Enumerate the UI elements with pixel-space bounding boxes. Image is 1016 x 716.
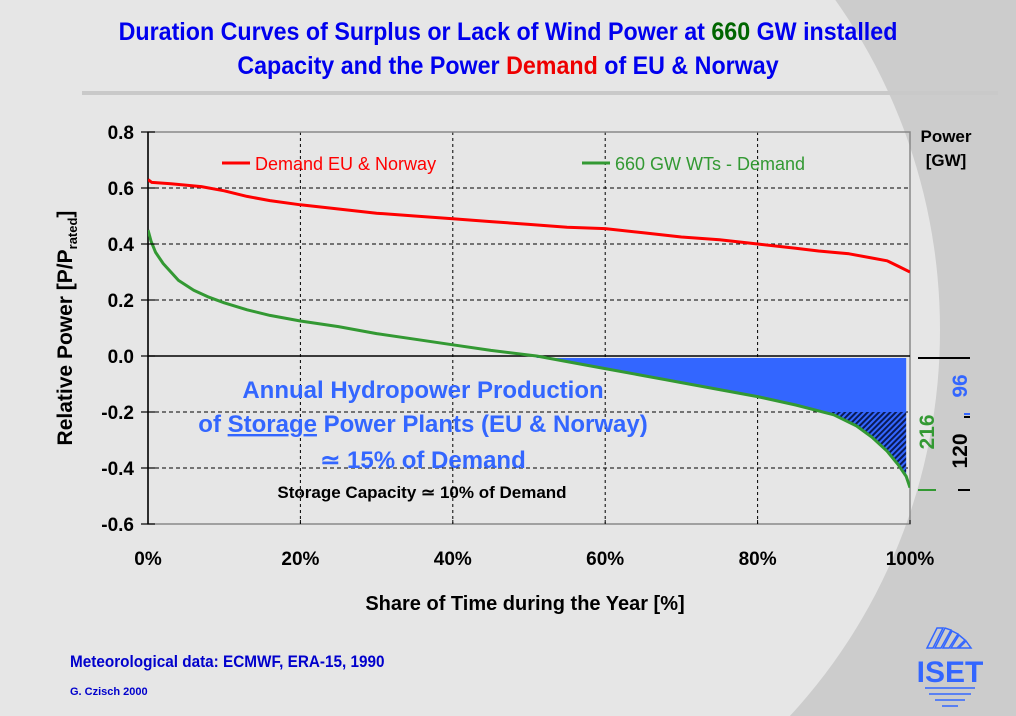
- right-axis-title-line2: [GW]: [926, 151, 967, 170]
- y-axis-label: Relative Power [P/Prated]: [54, 211, 80, 446]
- logo-top-stripes-icon: [925, 627, 973, 649]
- area-fills: [536, 356, 907, 477]
- storage-deficit-hatched-area: [826, 412, 907, 477]
- bracket-label-120: 120: [949, 433, 972, 468]
- bracket-label-216: 216: [916, 414, 939, 449]
- axes: [147, 131, 911, 525]
- annotation-hydro-line3: ≃ 15% of Demand: [320, 447, 526, 474]
- author-note: G. Czisch 2000: [70, 686, 148, 698]
- title-divider: [82, 91, 998, 95]
- series-line-demand: [148, 178, 910, 274]
- background-left: [0, 0, 600, 716]
- source-note: Meteorological data: ECMWF, ERA-15, 1990: [70, 652, 385, 671]
- series-lines: [148, 178, 910, 489]
- title-line-1: Duration Curves of Surplus or Lack of Wi…: [36, 17, 981, 47]
- x-axis-label: Share of Time during the Year [%]: [365, 593, 684, 615]
- x-tick-label: 20%: [281, 549, 319, 570]
- x-tick-label: 100%: [886, 549, 935, 570]
- annotation-hydro-line2: of Storage Power Plants (EU & Norway): [198, 411, 647, 438]
- y-tick-label: -0.6: [101, 515, 134, 536]
- legend-label-wind: 660 GW WTs - Demand: [615, 154, 805, 174]
- y-tick-label: 0.0: [108, 347, 134, 368]
- annotation-hydro-line1: Annual Hydropower Production: [242, 377, 603, 404]
- iset-logo: ISET: [917, 627, 984, 707]
- y-tick-label: 0.2: [108, 291, 134, 312]
- bracket-label-96: 96: [949, 374, 972, 397]
- grid-lines: [148, 132, 910, 524]
- y-tick-label: -0.4: [101, 459, 134, 480]
- y-tick-label: -0.2: [101, 403, 134, 424]
- series-line-wind-minus-demand: [148, 229, 910, 489]
- x-tick-label: 80%: [739, 549, 777, 570]
- title-line-2: Capacity and the Power Demand of EU & No…: [36, 51, 981, 81]
- x-tick-label: 0%: [134, 549, 162, 570]
- annotation-storage-capacity: Storage Capacity ≃ 10% of Demand: [277, 483, 566, 502]
- plot-frame: [147, 131, 911, 525]
- tick-labels: 0.8 0.6 0.4 0.2 0.0 -0.2 -0.4 -0.60% 20% 40% 60% 80…: [101, 123, 934, 570]
- title-line-2-part: Capacity and the Power: [237, 52, 507, 80]
- x-tick-label: 60%: [586, 549, 624, 570]
- title-line-1-part: Duration Curves of Surplus or Lack of Wi…: [118, 18, 712, 46]
- y-tick-label: 0.6: [108, 179, 134, 200]
- hydro-production-area: [536, 356, 907, 412]
- x-tick-label: 40%: [434, 549, 472, 570]
- y-tick-label: 0.8: [108, 123, 134, 144]
- title-line-1-part: GW installed: [750, 18, 898, 46]
- logo-text: ISET: [917, 656, 984, 689]
- title-line-2-part: Demand: [506, 52, 598, 80]
- logo-bottom-stripes-icon: [925, 687, 975, 707]
- y-tick-label: 0.4: [108, 235, 135, 256]
- right-axis-title-line1: Power: [920, 127, 971, 146]
- title-line-1-part: 660: [711, 18, 751, 46]
- title-line-2-part: of EU & Norway: [597, 52, 779, 80]
- legend-label-demand: Demand EU & Norway: [255, 154, 436, 174]
